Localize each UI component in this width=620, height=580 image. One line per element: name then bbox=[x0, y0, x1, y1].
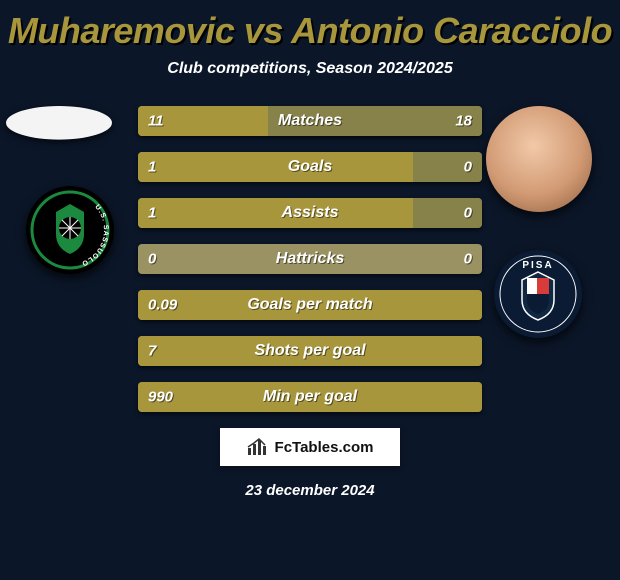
club-right-badge: PISA bbox=[494, 250, 582, 338]
bar-chart-icon bbox=[247, 438, 269, 456]
stat-value-left: 0 bbox=[148, 251, 156, 268]
stat-row: 990 Min per goal bbox=[138, 382, 482, 412]
branding-label: FcTables.com bbox=[275, 439, 374, 456]
stat-value-right: 0 bbox=[464, 205, 472, 222]
stat-label: Hattricks bbox=[276, 250, 344, 268]
stat-value-left: 1 bbox=[148, 205, 156, 222]
sassuolo-crest-icon: U.S. SASSUOLO bbox=[26, 186, 114, 274]
footer-date: 23 december 2024 bbox=[0, 482, 620, 499]
main-area: U.S. SASSUOLO PISA 11 Matches 18 1 Goals 0 1 As… bbox=[0, 106, 620, 412]
pisa-crest-icon: PISA bbox=[494, 250, 582, 338]
stat-label: Shots per goal bbox=[254, 342, 365, 360]
page-title: Muharemovic vs Antonio Caracciolo bbox=[0, 10, 620, 52]
player-right-avatar bbox=[486, 106, 592, 212]
stat-label: Goals per match bbox=[247, 296, 372, 314]
comparison-card: Muharemovic vs Antonio Caracciolo Club c… bbox=[0, 0, 620, 580]
stat-value-left: 11 bbox=[148, 113, 164, 130]
stat-row: 0 Hattricks 0 bbox=[138, 244, 482, 274]
stat-label: Min per goal bbox=[263, 388, 357, 406]
stat-row: 1 Goals 0 bbox=[138, 152, 482, 182]
stat-row: 0.09 Goals per match bbox=[138, 290, 482, 320]
subtitle: Club competitions, Season 2024/2025 bbox=[0, 60, 620, 78]
comparison-bars: 11 Matches 18 1 Goals 0 1 Assists 0 0 Hattricks 0 0.… bbox=[138, 106, 482, 412]
stat-value-left: 7 bbox=[148, 343, 156, 360]
bar-left-fill bbox=[138, 152, 413, 182]
stat-row: 11 Matches 18 bbox=[138, 106, 482, 136]
stat-label: Assists bbox=[282, 204, 339, 222]
stat-value-left: 0.09 bbox=[148, 297, 177, 314]
stat-row: 1 Assists 0 bbox=[138, 198, 482, 228]
stat-value-right: 18 bbox=[455, 113, 472, 130]
club-left-badge: U.S. SASSUOLO bbox=[26, 186, 114, 274]
fctables-branding: FcTables.com bbox=[220, 428, 400, 466]
stat-label: Matches bbox=[278, 112, 342, 130]
stat-value-left: 990 bbox=[148, 389, 173, 406]
stat-value-left: 1 bbox=[148, 159, 156, 176]
stat-value-right: 0 bbox=[464, 159, 472, 176]
svg-text:PISA: PISA bbox=[522, 260, 553, 271]
stat-label: Goals bbox=[288, 158, 332, 176]
stat-value-right: 0 bbox=[464, 251, 472, 268]
bar-left-fill bbox=[138, 198, 413, 228]
player-left-avatar bbox=[6, 106, 112, 140]
stat-row: 7 Shots per goal bbox=[138, 336, 482, 366]
